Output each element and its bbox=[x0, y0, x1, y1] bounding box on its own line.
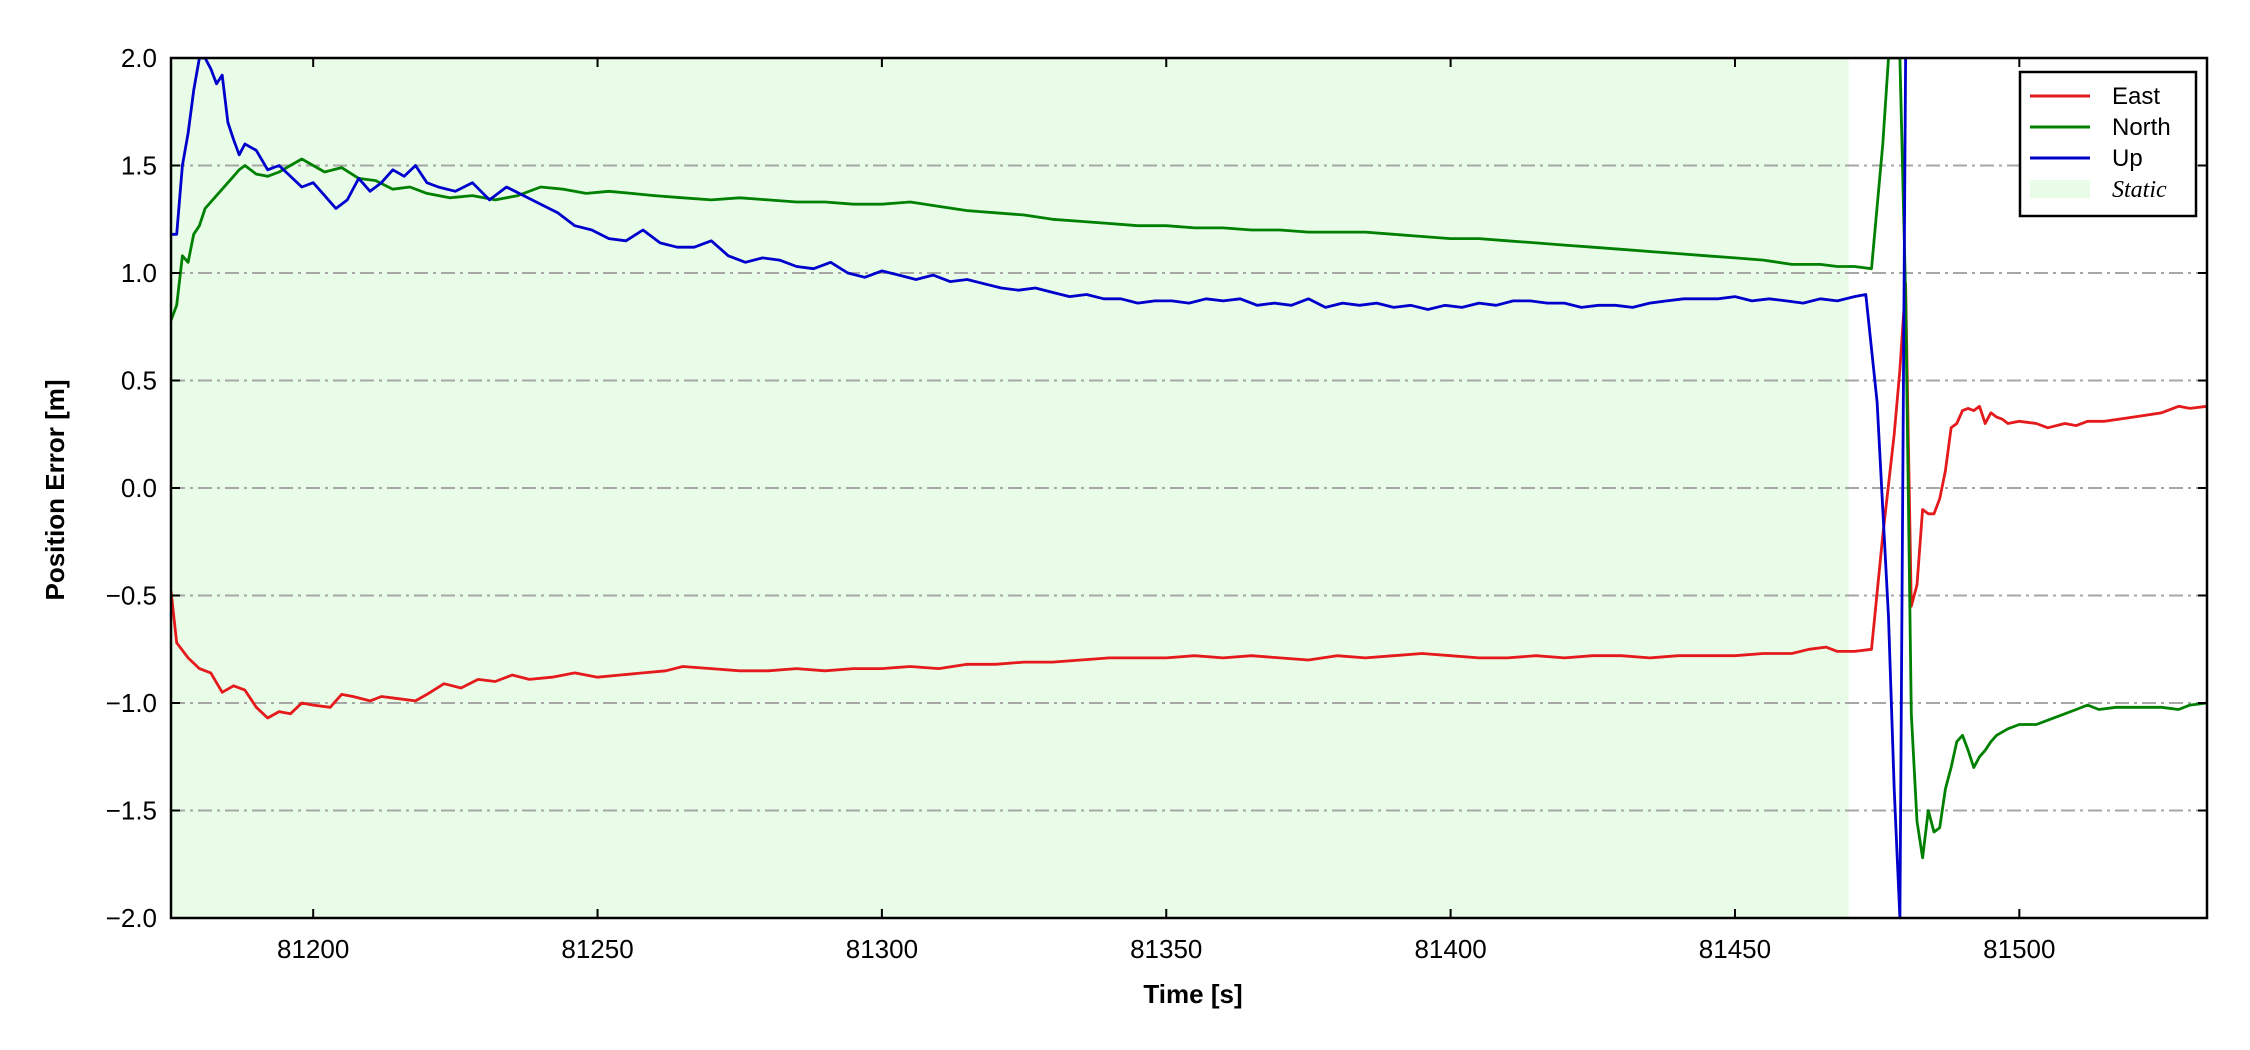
series-layer bbox=[171, 58, 2207, 918]
series-line-east bbox=[171, 282, 2207, 720]
y-axis-title: Position Error [m] bbox=[40, 379, 70, 600]
y-tick-label: 1.5 bbox=[121, 151, 157, 181]
y-tick-label: 0.5 bbox=[121, 366, 157, 396]
legend-label-north: North bbox=[2112, 114, 2171, 141]
y-tick-label: 2.0 bbox=[121, 43, 157, 73]
x-tick-label: 81450 bbox=[1699, 934, 1771, 964]
x-tick-label: 81200 bbox=[277, 934, 349, 964]
series-line-north bbox=[171, 58, 2207, 860]
legend-swatch-static bbox=[2030, 180, 2090, 198]
x-axis-ticks: 81200 81250 81300 81350 81400 81450 81500 bbox=[277, 58, 2055, 964]
x-axis-title: Time [s] bbox=[1143, 979, 1242, 1009]
legend: East North Up Static bbox=[2018, 70, 2198, 218]
x-tick-label: 81350 bbox=[1130, 934, 1202, 964]
legend-label-east: East bbox=[2112, 83, 2160, 110]
series-line-up bbox=[171, 58, 1907, 918]
y-tick-label: −0.5 bbox=[106, 581, 157, 611]
x-tick-label: 81500 bbox=[1983, 934, 2055, 964]
x-tick-label: 81250 bbox=[561, 934, 633, 964]
grid-lines bbox=[171, 164, 2207, 812]
legend-label-static: Static bbox=[2112, 177, 2167, 203]
x-tick-label: 81400 bbox=[1414, 934, 1486, 964]
y-tick-label: 0.0 bbox=[121, 473, 157, 503]
y-tick-label: −2.0 bbox=[106, 903, 157, 933]
y-tick-label: −1.5 bbox=[106, 796, 157, 826]
x-tick-label: 81300 bbox=[846, 934, 918, 964]
y-tick-label: 1.0 bbox=[121, 258, 157, 288]
y-axis-ticks: −2.0 −1.5 −1.0 −0.5 0.0 0.5 1.0 1.5 2.0 bbox=[106, 43, 2207, 933]
y-tick-label: −1.0 bbox=[106, 688, 157, 718]
legend-label-up: Up bbox=[2112, 145, 2143, 172]
